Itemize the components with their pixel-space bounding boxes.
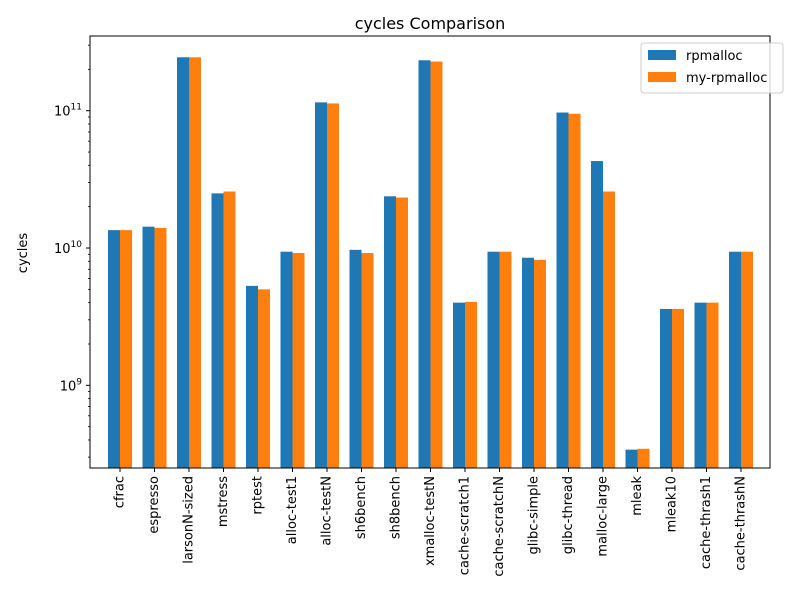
bar-my-rpmalloc-glibc-simple [534, 259, 546, 468]
bar-rpmalloc-cfrac [108, 230, 120, 468]
bar-rpmalloc-larsonN-sized [177, 57, 189, 469]
y-tick-label: 1011 [54, 103, 82, 120]
legend-label-my-rpmalloc: my-rpmalloc [686, 71, 767, 86]
bar-my-rpmalloc-larsonN-sized [189, 57, 201, 469]
bar-my-rpmalloc-alloc-test1 [292, 252, 305, 468]
x-tick-label: alloc-testN [320, 476, 335, 546]
legend-swatch-my-rpmalloc [648, 72, 676, 82]
bar-rpmalloc-mleak10 [660, 308, 672, 468]
x-tick-label: sh6bench [354, 476, 369, 539]
x-tick-label: cache-thrash1 [699, 476, 714, 569]
x-tick-label: mleak [630, 476, 645, 516]
y-tick-label: 109 [60, 377, 83, 394]
y-axis-label: cycles [16, 233, 31, 274]
x-tick-label: larsonN-sized [182, 476, 197, 564]
bar-rpmalloc-cache-thrashN [729, 251, 741, 468]
bar-rpmalloc-xmalloc-testN [418, 60, 431, 468]
bar-my-rpmalloc-rptest [258, 289, 270, 468]
bar-rpmalloc-cache-thrash1 [694, 302, 707, 468]
chart-title: cycles Comparison [355, 14, 506, 33]
bar-rpmalloc-espresso [142, 226, 155, 468]
x-tick-label: xmalloc-testN [423, 476, 438, 566]
y-ticks: 109 1010 1011 [54, 44, 90, 458]
legend-label-rpmalloc: rpmalloc [686, 49, 743, 64]
bar-my-rpmalloc-cache-thrashN [741, 251, 753, 468]
bar-my-rpmalloc-mleak10 [672, 308, 684, 468]
x-ticks: cfrac espresso larsonN-sized mstress rptest a… [113, 468, 749, 577]
bar-my-rpmalloc-glibc-thread [568, 113, 581, 468]
x-tick-label: alloc-test1 [285, 476, 300, 544]
bar-my-rpmalloc-sh6bench [361, 252, 374, 468]
bar-rpmalloc-alloc-test1 [280, 251, 293, 468]
x-tick-label: cache-scratchN [492, 476, 507, 577]
plot-frame [89, 35, 771, 469]
legend-box [640, 42, 784, 94]
bar-my-rpmalloc-alloc-testN [327, 103, 339, 469]
bar-rpmalloc-sh6bench [349, 249, 362, 468]
x-tick-label: malloc-large [596, 476, 611, 557]
bar-rpmalloc-mleak [625, 449, 638, 468]
bar-my-rpmalloc-xmalloc-testN [430, 61, 443, 468]
bar-my-rpmalloc-cache-scratchN [499, 251, 512, 468]
bar-my-rpmalloc-mleak [637, 448, 650, 468]
x-tick-label: mstress [216, 476, 231, 527]
x-tick-label: glibc-simple [527, 476, 542, 554]
x-tick-label: espresso [147, 476, 162, 534]
x-tick-label: cfrac [113, 476, 128, 508]
legend-swatch-rpmalloc [648, 50, 676, 60]
bar-my-rpmalloc-mstress [223, 191, 236, 468]
bar-my-rpmalloc-espresso [154, 227, 167, 468]
x-tick-label: cache-scratch1 [458, 476, 473, 575]
bar-rpmalloc-rptest [246, 285, 258, 468]
x-tick-label: cache-thrashN [734, 476, 749, 571]
bar-rpmalloc-cache-scratch1 [453, 302, 465, 468]
bar-my-rpmalloc-cache-thrash1 [706, 302, 719, 468]
bar-rpmalloc-glibc-simple [522, 257, 534, 468]
x-tick-label: mleak10 [665, 476, 680, 532]
bar-rpmalloc-cache-scratchN [487, 251, 500, 468]
legend: rpmalloc my-rpmalloc [640, 42, 784, 94]
x-tick-label: rptest [251, 476, 266, 515]
x-tick-label: sh8bench [389, 476, 404, 539]
bar-rpmalloc-mstress [211, 193, 224, 469]
bar-rpmalloc-sh8bench [384, 196, 396, 468]
bar-rpmalloc-malloc-large [591, 161, 603, 468]
bar-my-rpmalloc-sh8bench [396, 197, 408, 468]
bar-my-rpmalloc-malloc-large [603, 191, 615, 468]
bars-layer [108, 57, 753, 469]
bar-my-rpmalloc-cfrac [120, 230, 132, 468]
bar-rpmalloc-alloc-testN [315, 102, 327, 469]
y-tick-label: 1010 [54, 240, 82, 257]
bar-rpmalloc-glibc-thread [556, 112, 569, 469]
bar-my-rpmalloc-cache-scratch1 [465, 301, 477, 468]
x-tick-label: glibc-thread [561, 476, 576, 554]
